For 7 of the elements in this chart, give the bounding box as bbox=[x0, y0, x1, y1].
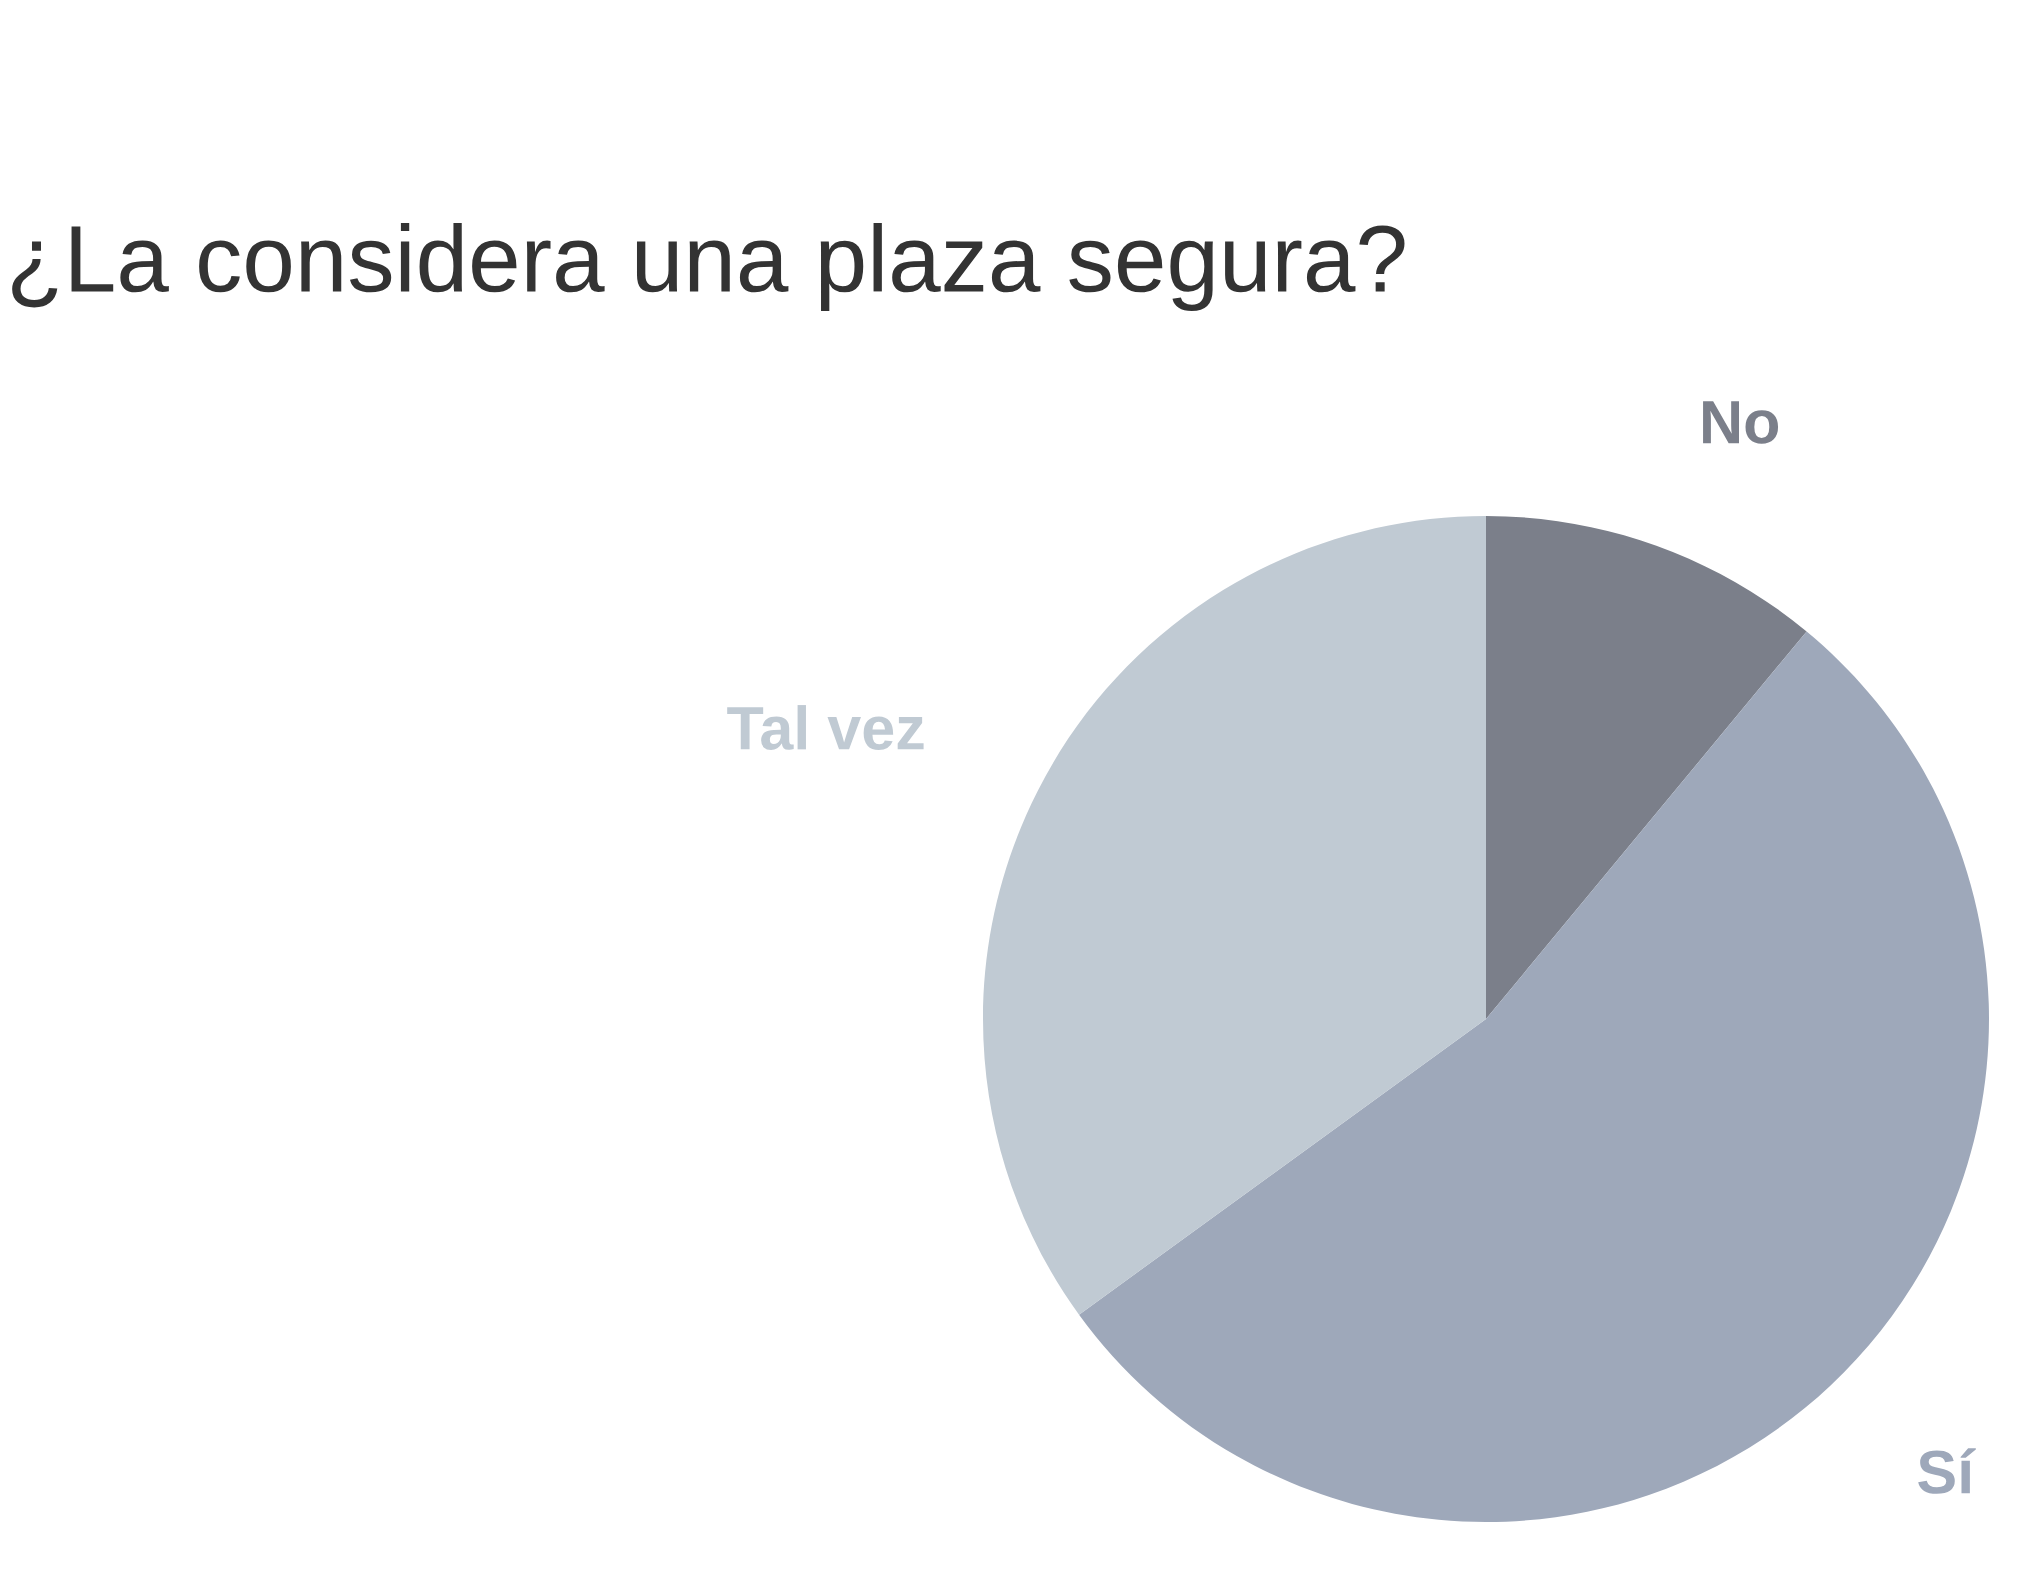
slice-label: Sí bbox=[1918, 1448, 1976, 1494]
pie-slice bbox=[983, 516, 1486, 1315]
pie-slice bbox=[1486, 516, 1807, 1019]
chart-title: ¿La considera una plaza segura? bbox=[12, 222, 1405, 312]
slice-label: Tal vez bbox=[727, 705, 924, 750]
slice-label: No bbox=[1703, 401, 1779, 444]
pie-slice bbox=[1079, 631, 1989, 1522]
